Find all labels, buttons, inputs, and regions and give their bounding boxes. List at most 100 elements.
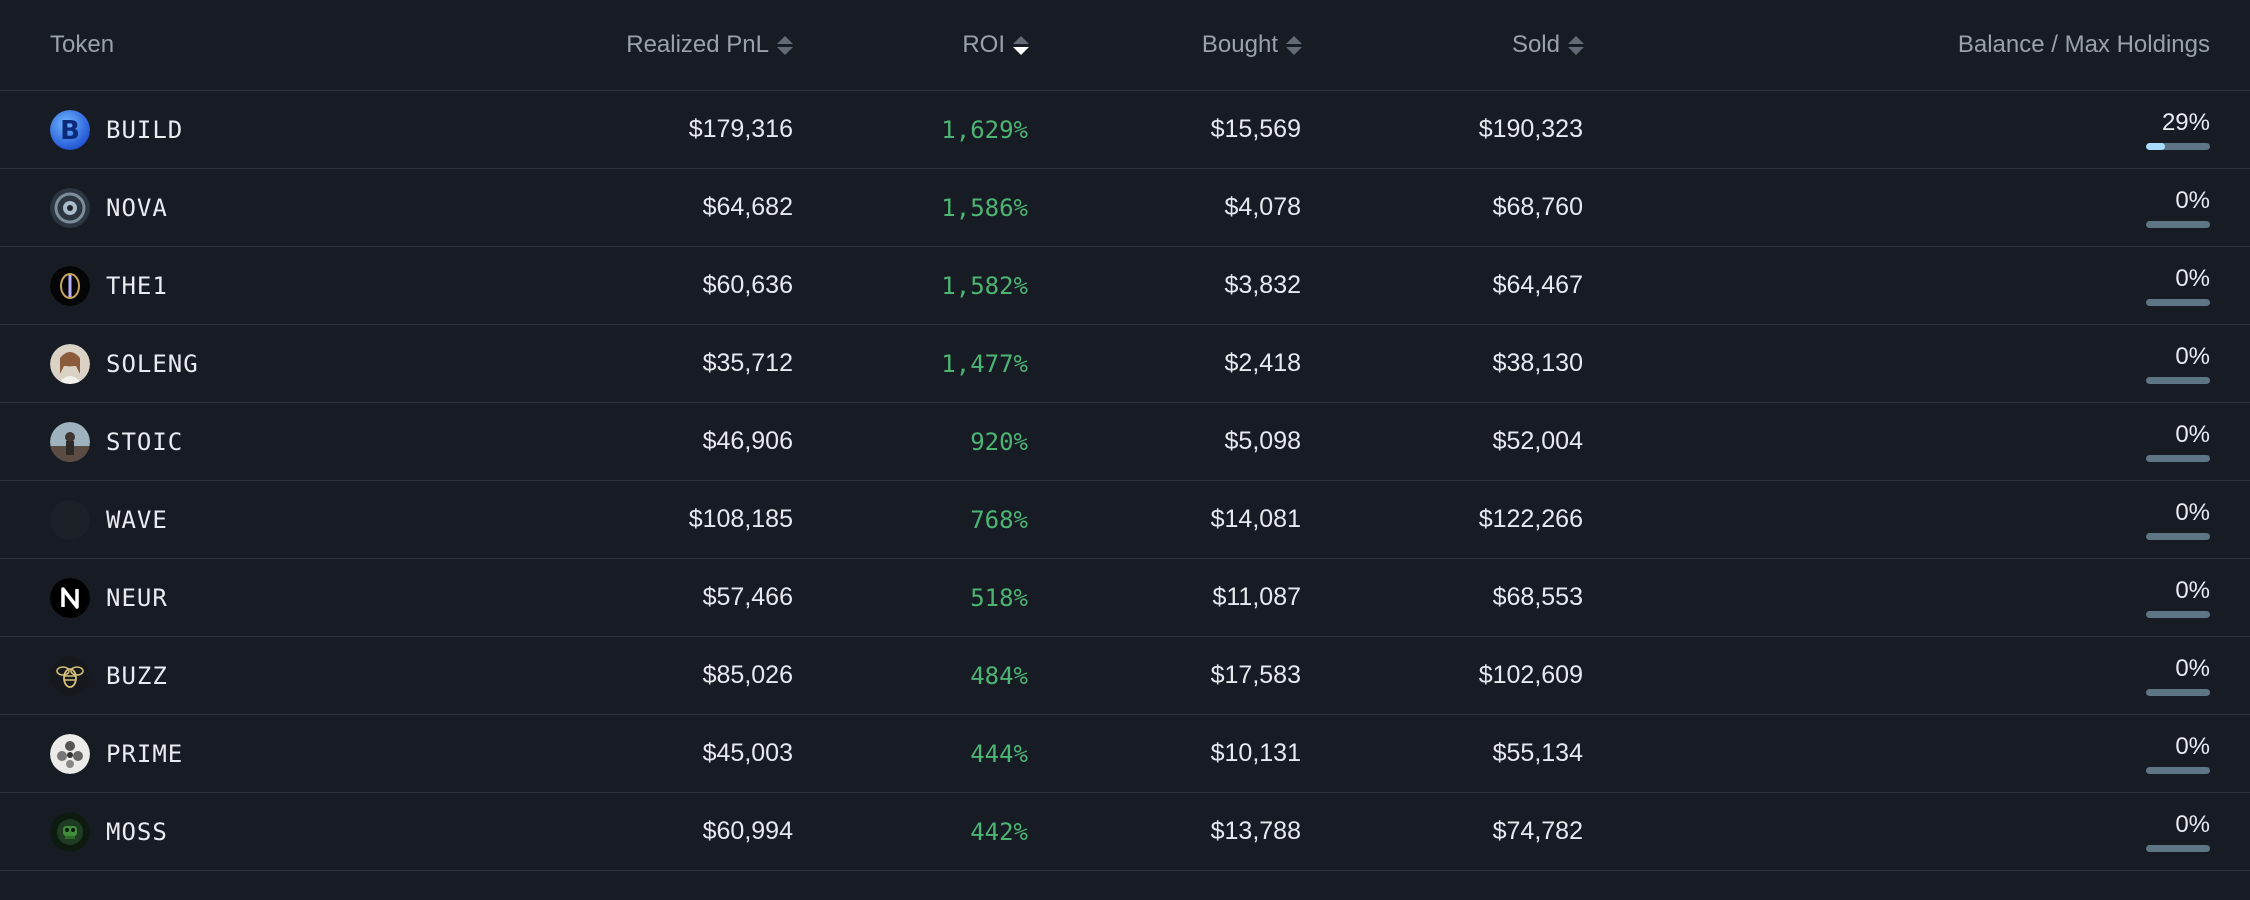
balance-cell: 0% <box>2146 247 2210 324</box>
bought-value: $17,583 <box>1210 661 1301 689</box>
table-row[interactable]: THE1 $60,636 1,582% $3,832 $64,467 0% <box>0 247 2250 325</box>
bought-value: $3,832 <box>1224 271 1301 299</box>
token-cell[interactable]: BUZZ <box>50 637 168 714</box>
realized-pnl-value: $60,636 <box>702 271 793 299</box>
balance-progress-bar <box>2146 611 2210 618</box>
token-cell[interactable]: PRIME <box>50 715 183 792</box>
table-row[interactable]: WAVE $108,185 768% $14,081 $122,266 0% <box>0 481 2250 559</box>
table-row[interactable]: BUZZ $85,026 484% $17,583 $102,609 0% <box>0 637 2250 715</box>
balance-progress-bar <box>2146 377 2210 384</box>
build-logo-icon: B <box>50 109 90 150</box>
balance-percent: 0% <box>2175 265 2210 292</box>
token-cell[interactable]: THE1 <box>50 247 168 324</box>
table-row[interactable]: PRIME $45,003 444% $10,131 $55,134 0% <box>0 715 2250 793</box>
table-row[interactable]: MOSS $60,994 442% $13,788 $74,782 0% <box>0 793 2250 871</box>
token-cell[interactable]: NOVA <box>50 169 168 246</box>
balance-progress-bar <box>2146 767 2210 774</box>
roi-value: 444% <box>970 739 1028 768</box>
sort-desc-active-icon <box>1013 35 1029 55</box>
roi-value: 768% <box>970 505 1028 534</box>
header-bought[interactable]: Bought <box>1202 0 1302 90</box>
token-symbol: THE1 <box>106 271 168 300</box>
balance-cell: 0% <box>2146 637 2210 714</box>
balance-percent: 0% <box>2175 577 2210 604</box>
realized-pnl-value: $45,003 <box>702 739 793 767</box>
sold-value: $38,130 <box>1492 349 1583 377</box>
balance-progress-bar <box>2146 533 2210 540</box>
header-realized-pnl[interactable]: Realized PnL <box>626 0 793 90</box>
token-symbol: BUILD <box>106 115 184 144</box>
table-row[interactable]: STOIC $46,906 920% $5,098 $52,004 0% <box>0 403 2250 481</box>
token-cell[interactable]: MOSS <box>50 793 168 870</box>
balance-cell: 0% <box>2146 403 2210 480</box>
header-roi[interactable]: ROI <box>962 0 1029 90</box>
balance-percent: 0% <box>2175 655 2210 682</box>
header-realized-pnl-label: Realized PnL <box>626 31 769 58</box>
token-cell[interactable]: NEUR <box>50 559 168 636</box>
balance-cell: 0% <box>2146 715 2210 792</box>
table-body: B BUILD $179,316 1,629% $15,569 $190,323… <box>0 91 2250 871</box>
bought-value: $11,087 <box>1212 583 1301 611</box>
roi-value: 1,582% <box>941 271 1028 300</box>
wave-logo-icon <box>50 499 90 540</box>
roi-value: 1,586% <box>941 193 1028 222</box>
balance-cell: 0% <box>2146 169 2210 246</box>
balance-cell: 0% <box>2146 793 2210 870</box>
balance-progress-bar <box>2146 845 2210 852</box>
sold-value: $64,467 <box>1492 271 1583 299</box>
sold-value: $52,004 <box>1492 427 1583 455</box>
sold-value: $68,553 <box>1492 583 1583 611</box>
balance-percent: 0% <box>2175 343 2210 370</box>
realized-pnl-value: $85,026 <box>702 661 793 689</box>
realized-pnl-value: $108,185 <box>688 505 793 533</box>
buzz-bee-icon <box>50 655 90 696</box>
sort-icon <box>1568 35 1584 55</box>
sold-value: $55,134 <box>1492 739 1583 767</box>
balance-percent: 0% <box>2175 499 2210 526</box>
roi-value: 518% <box>970 583 1028 612</box>
token-symbol: SOLENG <box>106 349 199 378</box>
balance-percent: 29% <box>2161 109 2210 136</box>
sort-icon <box>777 35 793 55</box>
sold-value: $102,609 <box>1478 661 1583 689</box>
realized-pnl-value: $64,682 <box>702 193 793 221</box>
prime-logo-icon <box>50 733 90 774</box>
header-sold-label: Sold <box>1511 31 1560 58</box>
bought-value: $14,081 <box>1210 505 1301 533</box>
bought-value: $4,078 <box>1224 193 1301 221</box>
balance-percent: 0% <box>2175 733 2210 760</box>
header-sold[interactable]: Sold <box>1512 0 1584 90</box>
balance-progress-fill <box>2146 143 2165 150</box>
header-token: Token <box>50 31 115 58</box>
bought-value: $5,098 <box>1224 427 1301 455</box>
roi-value: 442% <box>970 817 1028 846</box>
nova-logo-icon <box>50 187 90 228</box>
stoic-avatar-icon <box>50 421 90 462</box>
balance-progress-bar <box>2146 689 2210 696</box>
token-cell[interactable]: SOLENG <box>50 325 199 402</box>
roi-value: 1,629% <box>941 115 1028 144</box>
balance-percent: 0% <box>2175 421 2210 448</box>
balance-percent: 0% <box>2175 187 2210 214</box>
bought-value: $2,418 <box>1224 349 1301 377</box>
table-row[interactable]: B BUILD $179,316 1,629% $15,569 $190,323… <box>0 91 2250 169</box>
token-cell[interactable]: WAVE <box>50 481 168 558</box>
table-row[interactable]: NEUR $57,466 518% $11,087 $68,553 0% <box>0 559 2250 637</box>
balance-cell: 29% <box>2146 91 2210 168</box>
roi-value: 1,477% <box>941 349 1028 378</box>
token-symbol: MOSS <box>106 817 168 846</box>
header-bought-label: Bought <box>1201 31 1278 58</box>
token-symbol: NOVA <box>106 193 168 222</box>
token-symbol: STOIC <box>106 427 184 456</box>
realized-pnl-value: $46,906 <box>702 427 793 455</box>
header-roi-label: ROI <box>962 31 1005 58</box>
token-symbol: BUZZ <box>106 661 168 690</box>
sold-value: $122,266 <box>1478 505 1583 533</box>
header-balance-max-holdings: Balance / Max Holdings <box>1957 31 2210 58</box>
realized-pnl-value: $60,994 <box>702 817 793 845</box>
soleng-avatar-icon <box>50 343 90 384</box>
token-cell[interactable]: STOIC <box>50 403 183 480</box>
table-row[interactable]: SOLENG $35,712 1,477% $2,418 $38,130 0% <box>0 325 2250 403</box>
table-row[interactable]: NOVA $64,682 1,586% $4,078 $68,760 0% <box>0 169 2250 247</box>
token-cell[interactable]: B BUILD <box>50 91 183 168</box>
